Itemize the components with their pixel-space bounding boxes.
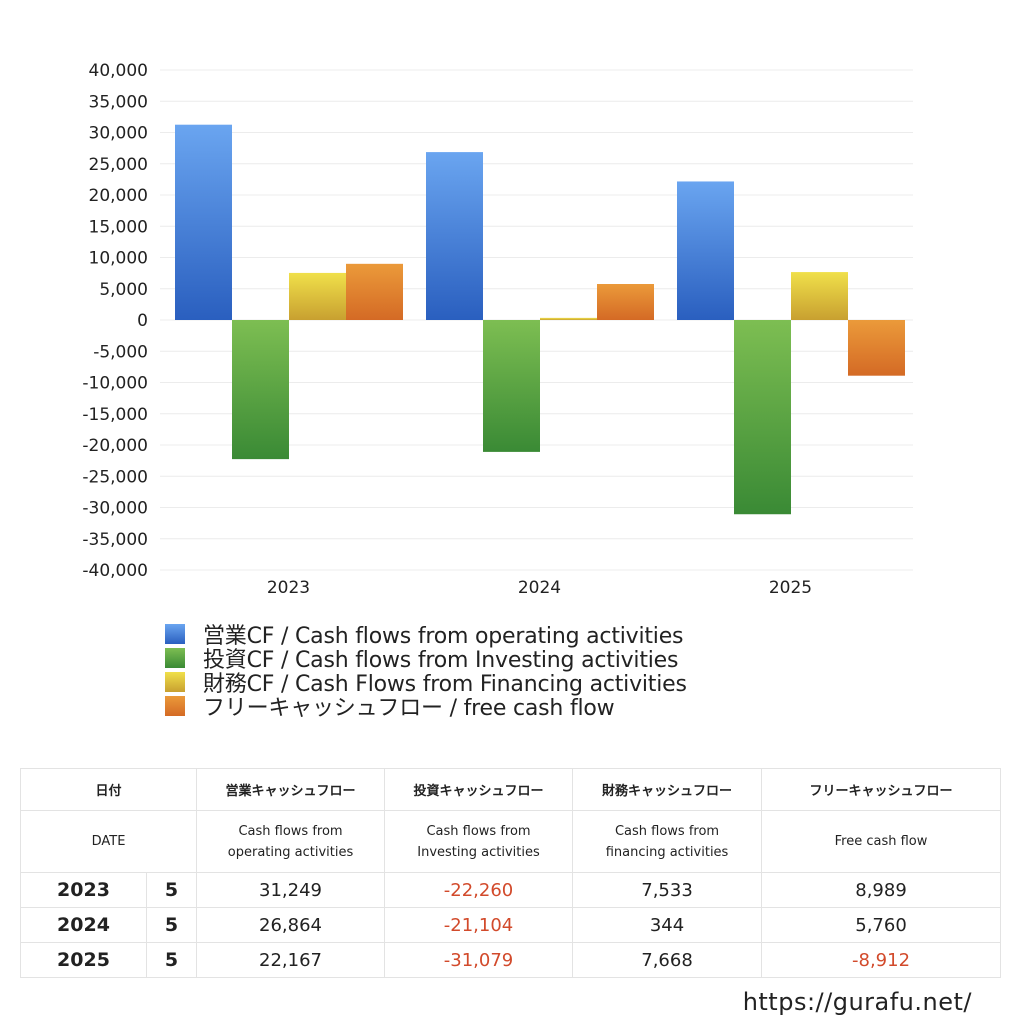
- legend-swatch-investing: [165, 648, 185, 668]
- y-tick-label: 10,000: [89, 249, 148, 269]
- header-date-ja: 日付: [19, 768, 198, 811]
- cell-financing: 7,668: [572, 942, 763, 978]
- bar-investing-2024: [483, 320, 540, 452]
- header-investing-ja: 投資キャッシュフロー: [384, 768, 574, 811]
- y-tick-label: -25,000: [82, 467, 148, 487]
- row-year: 2024: [20, 907, 147, 943]
- x-tick-label: 2023: [267, 578, 310, 598]
- cell-free: 5,760: [761, 907, 1002, 943]
- row-year: 2025: [20, 942, 147, 978]
- y-tick-label: -40,000: [82, 561, 148, 581]
- legend-item-financing: 財務CF / Cash Flows from Financing activit…: [165, 670, 687, 697]
- y-tick-label: 25,000: [89, 155, 148, 175]
- row-month: 5: [145, 872, 198, 908]
- cell-operating: 22,167: [196, 942, 386, 978]
- header-date-en: DATE: [19, 810, 198, 873]
- bar-operating-2023: [175, 124, 232, 320]
- cell-operating: 31,249: [196, 872, 386, 908]
- y-tick-label: 0: [137, 311, 148, 331]
- cell-free: 8,989: [761, 872, 1002, 908]
- cell-financing: 344: [572, 907, 763, 943]
- legend-item-operating: 営業CF / Cash flows from operating activit…: [165, 622, 687, 649]
- legend-swatch-free-cash-flow: [165, 696, 185, 716]
- bar-financing-2023: [289, 272, 346, 320]
- site-url[interactable]: https://gurafu.net/: [742, 988, 972, 1016]
- cell-investing: -21,104: [384, 907, 574, 943]
- bar-investing-2025: [734, 320, 791, 515]
- bar-investing-2023: [232, 320, 289, 460]
- header-financing-en: Cash flows from financing activities: [572, 810, 763, 873]
- cell-investing: -22,260: [384, 872, 574, 908]
- cash-flow-bar-chart: 40,000 35,000 30,000 25,000 20,000 15,000 10,0…: [82, 61, 913, 598]
- bar-free-cash-flow-2024: [597, 284, 654, 320]
- row-year: 2023: [20, 872, 147, 908]
- legend-label-financing: 財務CF / Cash Flows from Financing activit…: [203, 672, 687, 697]
- y-tick-label: -20,000: [82, 436, 148, 456]
- y-tick-label: 20,000: [89, 186, 148, 206]
- y-tick-label: -30,000: [82, 499, 148, 519]
- x-tick-label: 2024: [518, 578, 561, 598]
- x-tick-label: 2025: [769, 578, 812, 598]
- y-tick-label: 15,000: [89, 217, 148, 237]
- bar-financing-2024: [540, 317, 597, 320]
- bar-operating-2025: [677, 181, 734, 320]
- cell-financing: 7,533: [572, 872, 763, 908]
- y-axis-ticks: 40,000 35,000 30,000 25,000 20,000 15,000 10,0…: [82, 61, 148, 581]
- legend-label-operating: 営業CF / Cash flows from operating activit…: [203, 624, 684, 649]
- cash-flow-table: 日付 営業キャッシュフロー 投資キャッシュフロー 財務キャッシュフロー フリーキ…: [19, 768, 1002, 978]
- table-header-ja: 日付 営業キャッシュフロー 投資キャッシュフロー 財務キャッシュフロー フリーキ…: [19, 768, 1002, 811]
- bar-operating-2024: [426, 152, 483, 320]
- row-month: 5: [145, 942, 198, 978]
- cell-investing: -31,079: [384, 942, 574, 978]
- legend-label-investing: 投資CF / Cash flows from Investing activit…: [203, 648, 679, 673]
- header-operating-ja: 営業キャッシュフロー: [196, 768, 386, 811]
- header-free-en: Free cash flow: [761, 810, 1002, 873]
- legend-item-free-cash-flow: フリーキャッシュフロー / free cash flow: [165, 694, 687, 721]
- y-tick-label: -10,000: [82, 374, 148, 394]
- table-header-en: DATE Cash flows from operating activities…: [19, 810, 1002, 873]
- bar-free-cash-flow-2023: [346, 263, 403, 320]
- legend: 営業CF / Cash flows from operating activit…: [165, 622, 687, 721]
- legend-item-investing: 投資CF / Cash flows from Investing activit…: [165, 646, 687, 673]
- header-financing-ja: 財務キャッシュフロー: [572, 768, 763, 811]
- row-month: 5: [145, 907, 198, 943]
- header-operating-en: Cash flows from operating activities: [196, 810, 386, 873]
- legend-label-free-cash-flow: フリーキャッシュフロー / free cash flow: [203, 696, 615, 721]
- header-investing-en: Cash flows from Investing activities: [384, 810, 574, 873]
- table-row: 2023 5 31,249 -22,260 7,533 8,989: [20, 872, 1002, 908]
- y-tick-label: -5,000: [93, 342, 148, 362]
- y-tick-label: -35,000: [82, 530, 148, 550]
- y-tick-label: -15,000: [82, 405, 148, 425]
- bar-financing-2025: [791, 272, 848, 320]
- cell-operating: 26,864: [196, 907, 386, 943]
- x-axis-ticks: 2023 2024 2025: [267, 578, 812, 598]
- y-tick-label: 40,000: [89, 61, 148, 81]
- y-tick-label: 35,000: [89, 92, 148, 112]
- table-row: 2025 5 22,167 -31,079 7,668 -8,912: [20, 942, 1002, 978]
- header-free-ja: フリーキャッシュフロー: [761, 768, 1002, 811]
- table-row: 2024 5 26,864 -21,104 344 5,760: [20, 907, 1002, 943]
- y-tick-label: 30,000: [89, 124, 148, 144]
- bars: [175, 124, 905, 515]
- cell-free: -8,912: [761, 942, 1002, 978]
- legend-swatch-operating: [165, 624, 185, 644]
- y-tick-label: 5,000: [99, 280, 148, 300]
- bar-free-cash-flow-2025: [848, 320, 905, 376]
- legend-swatch-financing: [165, 672, 185, 692]
